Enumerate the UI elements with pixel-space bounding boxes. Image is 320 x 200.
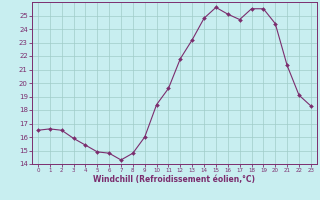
X-axis label: Windchill (Refroidissement éolien,°C): Windchill (Refroidissement éolien,°C) xyxy=(93,175,255,184)
